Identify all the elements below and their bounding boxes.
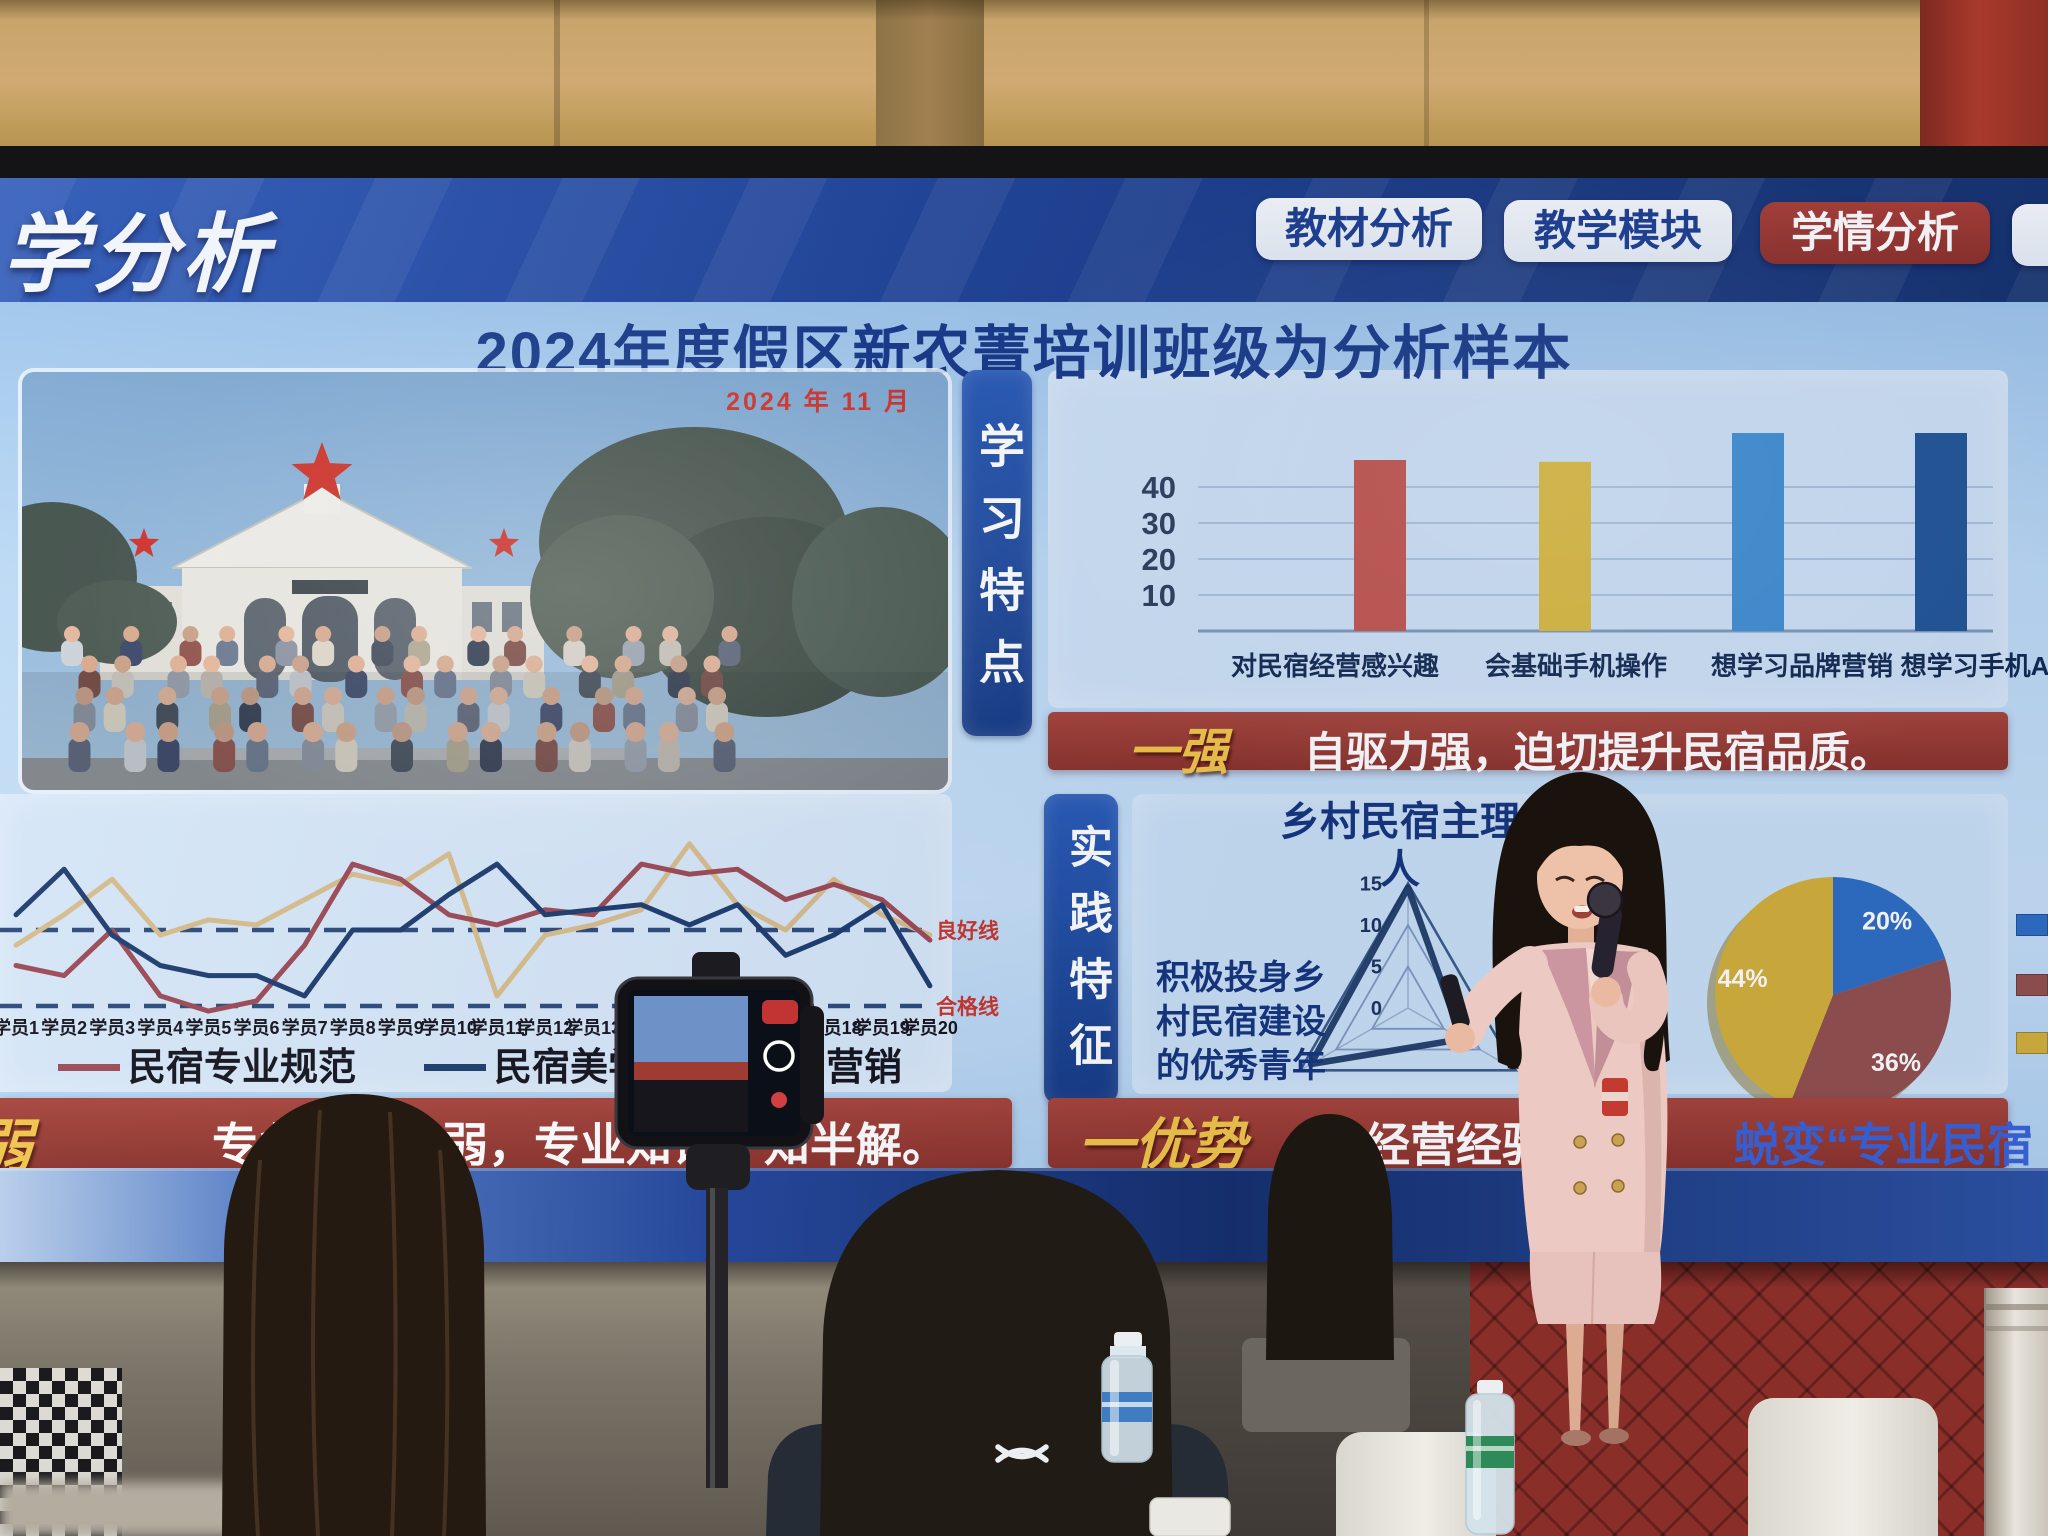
svg-text:44%: 44% xyxy=(1718,965,1768,993)
section-pill-learning: 学习特点 xyxy=(962,370,1032,736)
white-pillar xyxy=(1984,1288,2048,1536)
svg-text:学员13: 学员13 xyxy=(565,1017,621,1038)
svg-text:想学习品牌营销: 想学习品牌营销 xyxy=(1711,651,1893,681)
svg-text:学员6: 学员6 xyxy=(233,1017,279,1038)
tab-partial xyxy=(2012,204,2048,266)
svg-text:36%: 36% xyxy=(1871,1049,1921,1077)
banner-weakness-text: 专业基础较弱，专业知识一知半解。 xyxy=(212,1119,948,1171)
tab-teaching-modules: 教学模块 xyxy=(1504,200,1732,262)
table-edge-blur xyxy=(0,1482,268,1536)
practice-caption: 积极投身乡村民宿建设的优秀青年 xyxy=(1156,959,1326,1085)
chair-cover xyxy=(1336,1432,1496,1536)
svg-text:20%: 20% xyxy=(1862,908,1912,936)
chair-cover xyxy=(1748,1398,1938,1536)
red-star-icons xyxy=(128,442,520,557)
radar-chart-title: 乡村民宿主理人 xyxy=(1280,800,1520,892)
photo-vignette xyxy=(22,672,948,790)
legend-swatch-2 xyxy=(424,1064,486,1071)
group-photo-panel: 2024 年 11 月 xyxy=(22,372,948,790)
legend-label-2: 民宿美学素养 xyxy=(494,1047,723,1089)
svg-text:10: 10 xyxy=(1142,578,1176,613)
tab-textbook-analysis: 教材分析 xyxy=(1256,198,1482,260)
pie-legend-swatch-blue xyxy=(2016,914,2048,936)
tab-learner-analysis-active: 学情分析 xyxy=(1760,202,1990,264)
svg-text:学员19: 学员19 xyxy=(854,1017,910,1038)
svg-text:30: 30 xyxy=(1142,506,1176,541)
svg-text:0: 0 xyxy=(1371,998,1382,1020)
banner-strength-tag: 一强 xyxy=(1128,724,1228,780)
svg-text:学员7: 学员7 xyxy=(282,1017,328,1038)
banner-weakness: 弱 专业基础较弱，专业知识一知半解。 xyxy=(0,1098,1012,1180)
legend-swatch-1 xyxy=(58,1064,120,1071)
group-of-people xyxy=(61,626,741,772)
svg-text:学员12: 学员12 xyxy=(517,1017,573,1038)
section-pill-practice: 实践特征 xyxy=(1044,794,1118,1104)
ceiling-shadow xyxy=(0,0,2048,20)
slide-header-band xyxy=(0,178,2048,302)
room-shadow xyxy=(0,1262,2048,1288)
banner-advantage-blue-text: 蜕变“专业民宿 xyxy=(1734,1119,2033,1171)
screen-bezel xyxy=(0,146,2048,180)
svg-text:5: 5 xyxy=(1371,957,1382,979)
svg-text:想学习手机A: 想学习手机A xyxy=(1901,651,2048,681)
svg-text:20: 20 xyxy=(1142,542,1176,577)
screen-bottom-strip xyxy=(0,1168,2048,1265)
pie-legend-swatch-yellow xyxy=(2016,1032,2048,1054)
wall-seam xyxy=(554,0,560,150)
wall-seam xyxy=(1424,0,1429,150)
photo-date-label: 2024 年 11 月 xyxy=(726,388,912,416)
bar-chart-panel xyxy=(1048,370,2008,708)
svg-text:对民宿经营感兴趣: 对民宿经营感兴趣 xyxy=(1231,651,1439,681)
svg-text:学员2: 学员2 xyxy=(41,1017,87,1038)
legend-label-3-partial: 营销 xyxy=(826,1047,903,1089)
banner-advantage-text: 宿经营经验 xyxy=(1318,1119,1548,1171)
wall xyxy=(0,0,2048,150)
pie-legend-swatch-red xyxy=(2016,974,2048,996)
group-photo xyxy=(22,372,948,790)
svg-text:学员4: 学员4 xyxy=(137,1017,183,1038)
wall-panel-band xyxy=(876,0,984,150)
svg-text:学员1: 学员1 xyxy=(0,1017,39,1038)
svg-text:15: 15 xyxy=(1360,874,1382,896)
banner-strength: 一强 自驱力强，迫切提升民宿品质。 xyxy=(1048,712,2008,780)
svg-text:学员8: 学员8 xyxy=(330,1017,376,1038)
svg-text:学员9: 学员9 xyxy=(378,1017,424,1038)
svg-text:合格线: 合格线 xyxy=(936,995,999,1019)
pie-chart: 20% 36% 44% xyxy=(1707,877,1951,1121)
svg-text:学员5: 学员5 xyxy=(185,1017,231,1038)
banner-advantage-tag: 一优势 xyxy=(1078,1113,1246,1176)
svg-text:10: 10 xyxy=(1360,915,1382,937)
banner-advantage: 一优势 宿经营经验 蜕变“专业民宿 xyxy=(1048,1098,2033,1176)
red-pillar-top xyxy=(1920,0,2048,150)
banner-strength-text: 自驱力强，迫切提升民宿品质。 xyxy=(1304,729,1893,776)
legend-label-1: 民宿专业规范 xyxy=(128,1047,357,1089)
svg-text:学员3: 学员3 xyxy=(89,1017,135,1038)
svg-text:学员11: 学员11 xyxy=(469,1017,524,1038)
svg-text:40: 40 xyxy=(1142,470,1176,505)
svg-text:学员20: 学员20 xyxy=(902,1017,958,1038)
svg-text:学员10: 学员10 xyxy=(421,1017,477,1038)
trees xyxy=(22,427,948,717)
svg-text:良好线: 良好线 xyxy=(936,919,999,943)
svg-text:会基础手机操作: 会基础手机操作 xyxy=(1485,651,1667,681)
slide-header-title: 学分析 xyxy=(2,207,272,303)
